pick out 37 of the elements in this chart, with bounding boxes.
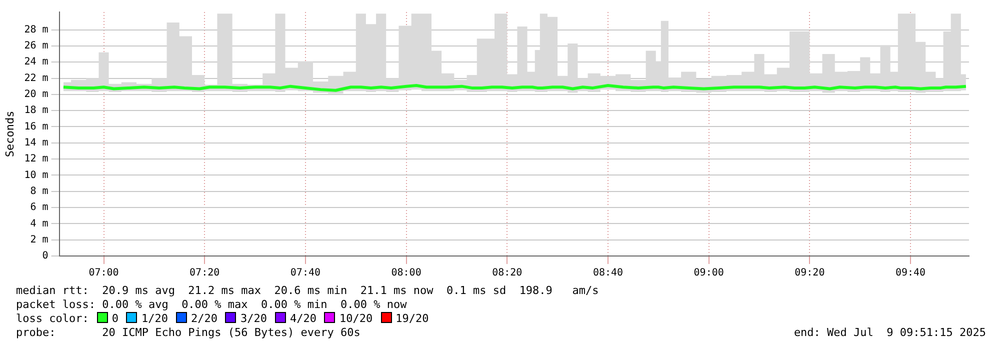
legend-title: loss color: [16, 312, 89, 325]
legend-label: 10/20 [339, 312, 373, 325]
x-tick-label: 07:40 [290, 268, 321, 279]
y-tick-label: 2 m [30, 234, 48, 246]
y-tick-label: 12 m [24, 154, 48, 165]
x-tick-label: 08:00 [391, 268, 422, 279]
legend-label: 0 [112, 312, 118, 325]
y-tick-label: 4 m [30, 218, 48, 230]
legend-label: 3/20 [240, 312, 267, 325]
y-tick-label: 26 m [24, 40, 48, 52]
y-tick-label: 6 m [30, 202, 48, 214]
y-tick-label: 14 m [24, 137, 48, 148]
legend-label: 1/20 [141, 312, 168, 325]
y-tick-label: 22 m [24, 72, 48, 84]
y-tick-label: 20 m [24, 89, 48, 100]
text: median rtt: 20.9 ms avg 21.2 ms max 20.6 ms min 21.1 ms now 0.1 ms sd 198.9 am/s [16, 284, 600, 298]
legend-label: 2/20 [190, 312, 218, 325]
text: packet loss: 0.00 % avg 0.00 % max 0.00 % min 0.00 % now [16, 298, 408, 312]
y-axis-title: Seconds [3, 110, 16, 158]
text: probe: 20 ICMP Echo Pings (56 Bytes) every 60s [16, 326, 360, 339]
y-tick-label: 24 m [24, 56, 48, 68]
y-tick-label: 0 [42, 250, 48, 262]
x-tick-label: 09:00 [694, 268, 724, 279]
x-tick-label: 09:40 [895, 268, 926, 279]
y-tick-label: 10 m [24, 170, 48, 181]
x-tick-label: 07:00 [88, 268, 119, 279]
x-tick-label: 08:20 [492, 268, 522, 279]
x-tick-label: 07:20 [190, 268, 220, 279]
legend-label: 19/20 [396, 312, 429, 325]
x-tick-label: 09:20 [794, 268, 825, 279]
y-tick-label: 16 m [24, 121, 48, 132]
y-tick-label: 8 m [30, 186, 48, 197]
legend-label: 4/20 [290, 312, 316, 325]
x-tick-label: 08:40 [592, 268, 624, 279]
text: end: Wed Jul 9 09:51:15 2025 [794, 326, 986, 340]
y-tick-label: 18 m [24, 105, 48, 116]
y-tick-label: 28 m [24, 24, 48, 36]
